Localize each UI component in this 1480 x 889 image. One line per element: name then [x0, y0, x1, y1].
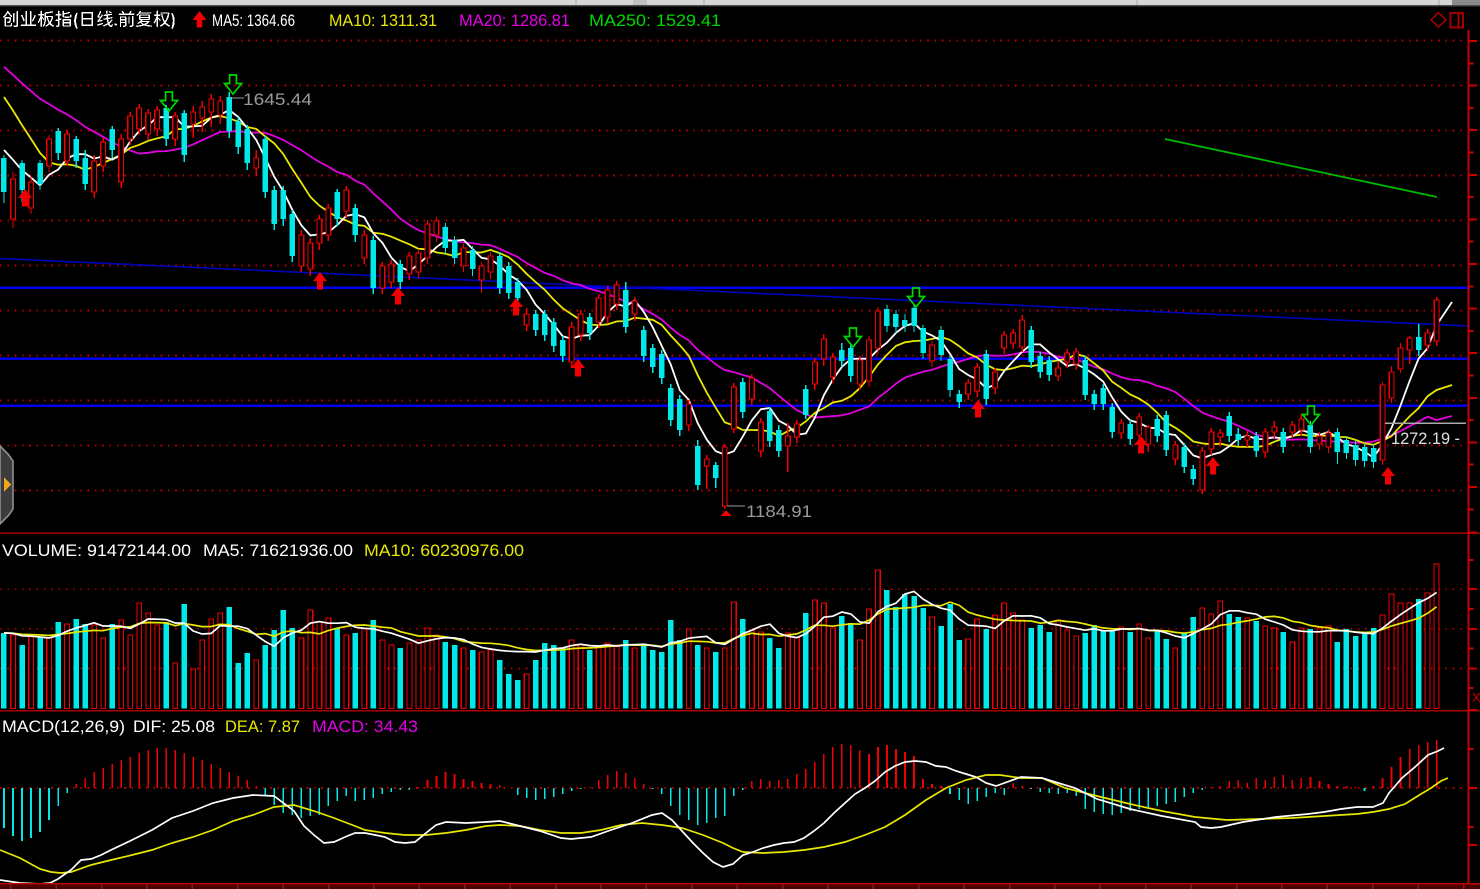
- svg-text:DEA: 7.87: DEA: 7.87: [225, 718, 300, 736]
- svg-text:MA10: 1311.31: MA10: 1311.31: [329, 12, 437, 30]
- svg-text:MA10: 60230976.00: MA10: 60230976.00: [364, 542, 524, 560]
- svg-text:MA5: 71621936.00: MA5: 71621936.00: [203, 542, 353, 560]
- svg-text:VOLUME: 91472144.00: VOLUME: 91472144.00: [2, 542, 191, 560]
- svg-text:X: X: [1472, 690, 1480, 705]
- svg-text:DIF: 25.08: DIF: 25.08: [133, 718, 215, 736]
- svg-text:MACD(12,26,9): MACD(12,26,9): [2, 718, 125, 736]
- svg-text:1645.44: 1645.44: [243, 90, 312, 109]
- svg-text:1272.19 -: 1272.19 -: [1391, 429, 1460, 448]
- svg-text:MA5: 1364.66: MA5: 1364.66: [212, 12, 295, 30]
- svg-text:MACD: 34.43: MACD: 34.43: [312, 718, 418, 736]
- svg-text:MA250: 1529.41: MA250: 1529.41: [589, 12, 721, 30]
- svg-text:MA20: 1286.81: MA20: 1286.81: [459, 12, 570, 30]
- svg-text:1184.91: 1184.91: [746, 502, 812, 521]
